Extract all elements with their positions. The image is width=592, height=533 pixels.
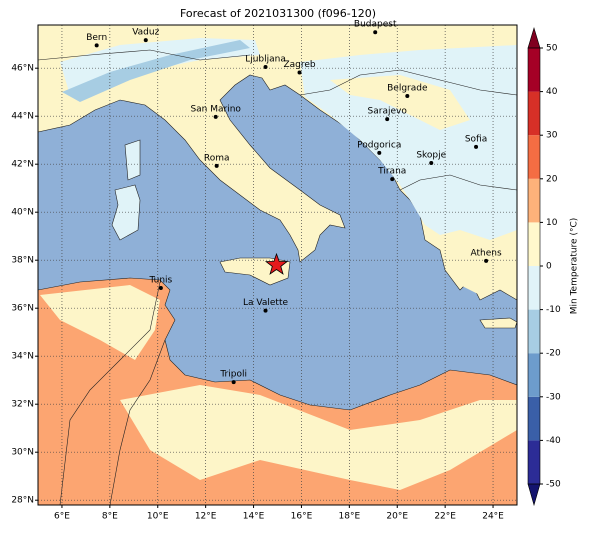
y-tick-label: 46°N xyxy=(11,64,34,74)
colorbar-tick-label: -30 xyxy=(546,392,561,402)
x-tick-label: 20°E xyxy=(386,512,408,522)
city-dot xyxy=(429,161,434,165)
colorbar-band xyxy=(528,48,540,92)
city-label: Zagreb xyxy=(283,60,315,70)
chart-title: Forecast of 2021031300 (f096-120) xyxy=(180,7,376,20)
corsica xyxy=(124,139,141,181)
y-tick-label: 38°N xyxy=(11,256,34,266)
city-dot xyxy=(214,163,219,168)
colorbar-tick-label: 40 xyxy=(546,87,558,97)
city-label: San Marino xyxy=(190,104,241,114)
city-label: Ljubljana xyxy=(245,55,286,65)
city-dot xyxy=(377,150,382,155)
colorbar-band xyxy=(528,91,540,136)
y-tick-label: 36°N xyxy=(11,304,34,314)
colorbar-tick-label: 0 xyxy=(546,262,552,272)
city-dot xyxy=(263,308,268,313)
x-tick-label: 16°E xyxy=(291,512,313,522)
colorbar-tick-label: -20 xyxy=(546,349,561,359)
x-tick-label: 10°E xyxy=(147,512,169,522)
city-label: Skopje xyxy=(416,151,446,161)
city-label: Tirana xyxy=(377,167,406,177)
colorbar-band xyxy=(528,222,540,266)
colorbar-band xyxy=(528,266,540,310)
city-dot xyxy=(297,70,302,75)
country-border xyxy=(299,69,518,96)
colorbar-tick-label: 20 xyxy=(546,174,558,184)
x-tick-label: 18°E xyxy=(339,512,361,522)
x-tick-label: 24°E xyxy=(482,512,504,522)
y-tick-label: 32°N xyxy=(11,400,34,410)
city-dot xyxy=(390,177,395,182)
x-tick-label: 12°E xyxy=(195,512,217,522)
x-tick-label: 22°E xyxy=(434,512,456,522)
city-dot xyxy=(94,43,99,48)
colorbar-tick-label: 50 xyxy=(546,44,558,54)
y-tick-label: 28°N xyxy=(11,496,34,506)
colorbar-tick-label: 30 xyxy=(546,131,558,141)
country-border xyxy=(109,339,166,506)
city-dot xyxy=(143,38,148,43)
city-label: Athens xyxy=(471,248,502,258)
city-dot xyxy=(373,30,378,35)
city-dot xyxy=(474,144,479,149)
colorbar-band xyxy=(528,353,540,397)
colorbar-tick-label: -40 xyxy=(546,436,561,446)
colorbar-band xyxy=(528,309,540,354)
crete xyxy=(479,317,518,329)
city-dot xyxy=(158,286,163,291)
city-label: Podgorica xyxy=(357,140,401,150)
city-label: Roma xyxy=(204,153,230,163)
x-tick-label: 6°E xyxy=(54,512,70,522)
country-border xyxy=(37,49,251,61)
colorbar-band xyxy=(528,178,540,223)
city-dot xyxy=(484,258,489,263)
colorbar-tick-label: -10 xyxy=(546,305,561,315)
city-dot xyxy=(213,114,218,119)
city-dot xyxy=(231,380,236,385)
y-tick-label: 30°N xyxy=(11,448,34,458)
colorbar-band xyxy=(528,396,540,441)
city-dot xyxy=(405,94,410,99)
city-label: Belgrade xyxy=(387,84,428,94)
city-label: Tripoli xyxy=(219,370,247,380)
location-marker xyxy=(264,252,289,275)
city-label: Sofia xyxy=(465,134,487,144)
y-tick-label: 44°N xyxy=(11,112,34,122)
city-label: Bern xyxy=(86,33,107,43)
y-tick-label: 34°N xyxy=(11,352,34,362)
city-label: Sarajevo xyxy=(368,107,408,117)
x-tick-label: 8°E xyxy=(102,512,118,522)
city-label: Vaduz xyxy=(132,28,159,38)
city-label: La Valette xyxy=(243,298,288,308)
colorbar-band xyxy=(528,135,540,179)
map-frame xyxy=(37,24,518,506)
alps-colder xyxy=(62,40,250,102)
greece-mild xyxy=(440,240,500,295)
city-label: Tunis xyxy=(148,276,172,286)
city-dot xyxy=(385,117,390,122)
country-border xyxy=(399,174,518,191)
sahara-mild xyxy=(120,385,517,490)
country-border xyxy=(59,281,161,506)
colorbar-tick-label: -50 xyxy=(546,480,561,490)
colorbar-band xyxy=(528,440,540,484)
city-dot xyxy=(263,65,268,69)
tunisia-mild xyxy=(40,285,160,360)
y-tick-label: 42°N xyxy=(11,160,34,170)
colorbar-label: Min Temperature (°C) xyxy=(570,218,580,315)
y-tick-label: 40°N xyxy=(11,208,34,218)
colorbar-tick-label: 10 xyxy=(546,218,558,228)
x-tick-label: 14°E xyxy=(243,512,265,522)
